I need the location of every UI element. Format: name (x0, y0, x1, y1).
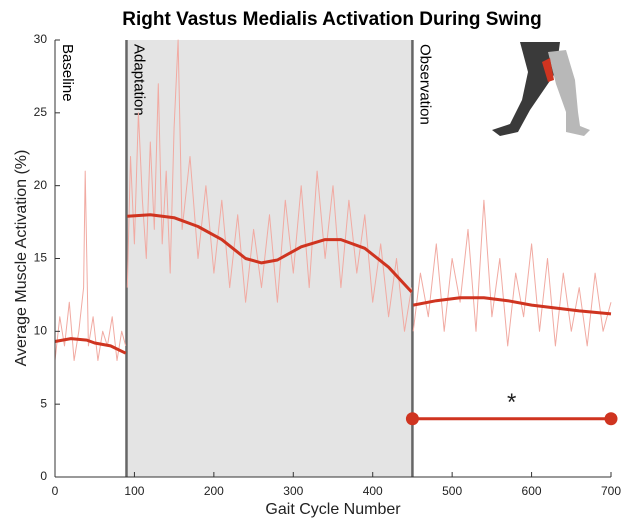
x-tick-label: 700 (601, 484, 621, 498)
x-tick-label: 500 (442, 484, 462, 498)
x-tick-label: 200 (204, 484, 224, 498)
plot-area: Baseline Adaptation Observation * 0 5 10 15 20 25… (34, 32, 622, 498)
y-tick-label: 0 (40, 469, 47, 483)
legs-icon (492, 42, 590, 136)
y-tick-label: 25 (34, 105, 48, 119)
y-tick-label: 15 (34, 251, 48, 265)
y-tick-label: 20 (34, 178, 48, 192)
phase-shade (126, 40, 413, 477)
significance-end (604, 412, 618, 426)
y-axis-label: Average Muscle Activation (%) (13, 150, 30, 367)
chart-title: Right Vastus Medialis Activation During … (122, 9, 541, 30)
raw-line (54, 39, 612, 361)
phase-label: Baseline (59, 44, 76, 102)
fit-line (54, 213, 612, 355)
y-tick-label: 10 (34, 324, 48, 338)
x-tick-label: 600 (522, 484, 542, 498)
annotation: * (507, 389, 516, 416)
x-tick-label: 300 (283, 484, 303, 498)
phase-label: Adaptation (131, 44, 148, 116)
phase-label: Observation (416, 44, 433, 125)
y-tick-label: 5 (40, 396, 47, 410)
y-tick-label: 30 (34, 32, 48, 46)
x-axis-label: Gait Cycle Number (265, 501, 401, 518)
x-tick-label: 100 (124, 484, 144, 498)
significance-end (405, 412, 419, 426)
x-tick-label: 0 (52, 484, 59, 498)
x-tick-label: 400 (363, 484, 383, 498)
